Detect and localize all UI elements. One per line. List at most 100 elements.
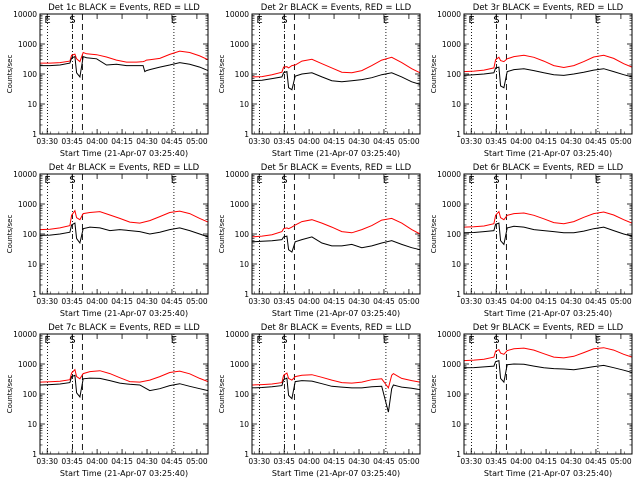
y-axis-label: Counts/sec — [6, 55, 14, 94]
marker-label: E — [44, 175, 50, 186]
panel-title: Det 5r BLACK = Events, RED = LLD — [261, 163, 412, 173]
x-tick-label: 04:30 — [348, 297, 370, 306]
marker-label: E — [256, 335, 262, 346]
y-tick-label: 10 — [451, 420, 461, 429]
series-line-lld — [40, 50, 209, 64]
marker-label: S — [281, 15, 287, 26]
y-tick-label: 10 — [27, 420, 37, 429]
y-tick-label: 100 — [23, 230, 38, 239]
x-tick-label: 04:00 — [86, 457, 108, 466]
y-tick-label: 10 — [27, 100, 37, 109]
marker-label: E — [468, 15, 474, 26]
series-line-events — [463, 359, 633, 384]
x-tick-label: 03:30 — [36, 457, 58, 466]
plot-frame — [251, 333, 421, 455]
x-tick-label: 04:15 — [535, 297, 557, 306]
series-line-lld — [463, 54, 633, 73]
x-tick-label: 04:00 — [510, 457, 532, 466]
y-tick-label: 1000 — [18, 360, 37, 369]
panel-7: Det 7c BLACK = Events, RED = LLD Counts/s… — [6, 323, 209, 478]
x-tick-label: 05:00 — [610, 457, 632, 466]
panel-title: Det 6r BLACK = Events, RED = LLD — [473, 163, 624, 173]
marker-label: S — [281, 175, 287, 186]
y-tick-label: 1 — [244, 450, 249, 459]
x-tick-label: 04:45 — [373, 137, 395, 146]
panel-5: Det 5r BLACK = Events, RED = LLD Counts/s… — [218, 163, 421, 318]
panel-3: Det 3r BLACK = Events, RED = LLD Counts/s… — [430, 3, 633, 158]
plot-frame — [251, 173, 421, 295]
marker-label: E — [383, 335, 389, 346]
marker-label: E — [595, 335, 601, 346]
y-tick-label: 10000 — [225, 170, 249, 179]
x-tick-label: 04:30 — [136, 137, 158, 146]
x-tick-label: 04:30 — [348, 137, 370, 146]
y-tick-label: 1 — [32, 290, 37, 299]
x-tick-label: 04:30 — [560, 137, 582, 146]
panel-title: Det 9r BLACK = Events, RED = LLD — [473, 323, 624, 333]
y-tick-label: 100 — [23, 70, 38, 79]
x-tick-label: 05:00 — [398, 297, 420, 306]
y-axis-label: Counts/sec — [6, 215, 14, 254]
x-tick-label: 04:00 — [86, 297, 108, 306]
x-tick-label: 04:30 — [560, 297, 582, 306]
x-tick-label: 04:45 — [585, 457, 607, 466]
panel-9: Det 9r BLACK = Events, RED = LLD Counts/s… — [430, 323, 633, 478]
series-line-events — [40, 55, 209, 79]
panel-title: Det 8r BLACK = Events, RED = LLD — [261, 323, 412, 333]
x-tick-label: 04:00 — [510, 297, 532, 306]
x-tick-label: 04:00 — [298, 297, 320, 306]
x-tick-label: 04:45 — [373, 297, 395, 306]
y-tick-label: 10000 — [225, 10, 249, 19]
x-axis-label: Start Time (21-Apr-07 03:25:40) — [272, 309, 400, 318]
y-tick-label: 10 — [27, 260, 37, 269]
marker-label: S — [69, 175, 75, 186]
y-axis-label: Counts/sec — [218, 215, 226, 254]
series-line-lld — [463, 347, 633, 362]
series-line-events — [39, 222, 209, 245]
x-tick-label: 03:45 — [273, 137, 295, 146]
y-tick-label: 10000 — [437, 170, 461, 179]
y-tick-label: 1 — [456, 450, 461, 459]
x-axis-label: Start Time (21-Apr-07 03:25:40) — [484, 149, 612, 158]
marker-label: S — [493, 175, 499, 186]
marker-label: E — [44, 15, 50, 26]
x-tick-label: 03:30 — [36, 297, 58, 306]
panel-2: Det 2r BLACK = Events, RED = LLD Counts/s… — [218, 3, 421, 158]
panel-title: Det 1c BLACK = Events, RED = LLD — [48, 3, 200, 13]
x-tick-label: 04:30 — [348, 457, 370, 466]
x-axis-label: Start Time (21-Apr-07 03:25:40) — [60, 469, 188, 478]
plot-frame — [251, 13, 421, 135]
y-axis-label: Counts/sec — [430, 375, 438, 414]
y-tick-label: 100 — [235, 230, 250, 239]
x-tick-label: 03:45 — [61, 457, 83, 466]
x-tick-label: 04:30 — [560, 457, 582, 466]
marker-label: S — [493, 335, 499, 346]
y-tick-label: 10 — [451, 260, 461, 269]
x-tick-label: 05:00 — [610, 297, 632, 306]
plot-frame — [39, 333, 209, 455]
marker-label: S — [69, 15, 75, 26]
x-tick-label: 04:45 — [161, 297, 183, 306]
x-axis-label: Start Time (21-Apr-07 03:25:40) — [272, 149, 400, 158]
y-tick-label: 1000 — [230, 40, 249, 49]
x-tick-label: 04:45 — [161, 137, 183, 146]
series-line-lld — [251, 372, 421, 390]
panel-1: Det 1c BLACK = Events, RED = LLD Counts/s… — [6, 3, 209, 158]
y-tick-label: 10000 — [437, 10, 461, 19]
marker-label: S — [493, 15, 499, 26]
x-tick-label: 03:30 — [36, 137, 58, 146]
y-tick-label: 1000 — [230, 360, 249, 369]
x-tick-label: 03:30 — [248, 297, 270, 306]
x-axis-label: Start Time (21-Apr-07 03:25:40) — [484, 309, 612, 318]
x-tick-label: 04:15 — [111, 137, 133, 146]
x-tick-label: 03:30 — [248, 457, 270, 466]
y-axis-label: Counts/sec — [430, 55, 438, 94]
panel-8: Det 8r BLACK = Events, RED = LLD Counts/s… — [218, 323, 421, 478]
x-tick-label: 03:30 — [248, 137, 270, 146]
x-tick-label: 04:15 — [111, 297, 133, 306]
panel-title: Det 2r BLACK = Events, RED = LLD — [261, 3, 412, 13]
panel-title: Det 7c BLACK = Events, RED = LLD — [48, 323, 200, 333]
marker-label: E — [383, 175, 389, 186]
panel-6: Det 6r BLACK = Events, RED = LLD Counts/s… — [430, 163, 633, 318]
series-line-lld — [39, 368, 209, 383]
